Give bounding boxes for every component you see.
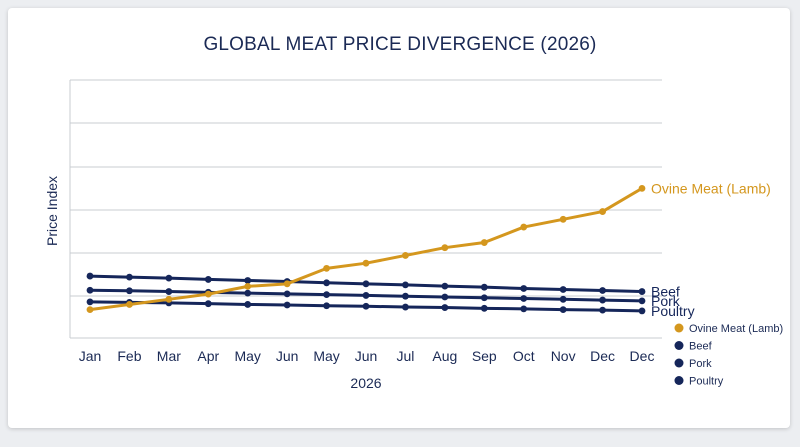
data-point: [86, 298, 94, 306]
series-pork: [86, 286, 646, 305]
data-point: [244, 289, 252, 297]
data-point: [520, 295, 528, 302]
data-point: [362, 292, 370, 299]
legend-marker: [674, 323, 684, 333]
data-point: [86, 272, 94, 280]
chart-title: GLOBAL MEAT PRICE DIVERGENCE (2026): [203, 34, 596, 55]
x-axis-title: 2026: [350, 375, 381, 391]
x-tick-label: Oct: [513, 348, 535, 364]
data-point: [402, 303, 409, 311]
data-point: [402, 292, 409, 300]
data-point: [244, 277, 252, 284]
data-point: [599, 208, 606, 215]
x-tick-label: Jun: [355, 348, 378, 364]
series-beef: [86, 272, 646, 295]
series-lines: [86, 184, 646, 315]
series-poultry: [86, 298, 646, 315]
data-point: [86, 306, 94, 314]
data-point: [480, 294, 488, 302]
legend-label: Ovine Meat (Lamb): [689, 323, 783, 335]
data-point: [244, 283, 252, 290]
data-point: [283, 280, 291, 288]
data-point: [638, 288, 646, 295]
data-point: [204, 290, 212, 298]
data-point: [283, 290, 291, 298]
data-point: [559, 295, 567, 303]
legend-marker: [674, 376, 684, 385]
data-point: [441, 282, 449, 290]
data-point: [559, 215, 567, 223]
data-point: [638, 307, 646, 315]
x-tick-label: May: [234, 348, 260, 364]
legend-label: Beef: [689, 341, 713, 353]
series-end-label: Ovine Meat (Lamb): [651, 180, 771, 196]
data-point: [165, 274, 173, 282]
x-tick-label: Mar: [157, 348, 181, 364]
data-point: [559, 286, 567, 293]
series-end-label: Pork: [651, 293, 681, 309]
data-point: [638, 184, 646, 192]
data-point: [323, 291, 330, 299]
data-point: [520, 285, 528, 292]
data-point: [480, 239, 488, 246]
data-point: [441, 304, 449, 311]
x-tick-label: Dec: [630, 348, 655, 364]
legend: Ovine Meat (Lamb) Beef Pork Poultry: [674, 323, 783, 388]
chart-card: [8, 8, 790, 428]
data-point: [599, 306, 606, 314]
data-point: [402, 252, 409, 259]
series-end-label: Poultry: [651, 303, 695, 319]
data-point: [126, 287, 133, 295]
data-point: [480, 283, 488, 291]
data-point: [204, 276, 212, 283]
x-tick-label: Apr: [197, 348, 219, 364]
data-point: [441, 293, 449, 301]
x-tick-label: Jul: [396, 348, 414, 364]
data-point: [638, 297, 646, 305]
y-axis-title: Price Index: [44, 176, 60, 246]
legend-marker: [674, 341, 684, 350]
x-tick-label: Dec: [590, 348, 615, 364]
legend-marker: [674, 358, 684, 368]
data-point: [126, 301, 133, 308]
x-tick-label: Feb: [117, 348, 141, 364]
data-point: [244, 301, 252, 308]
data-point: [323, 264, 330, 272]
data-point: [402, 281, 409, 289]
data-point: [599, 287, 606, 294]
x-tick-labels: Jan Feb Mar Apr May Jun May Jun Jul Aug Sep Oct Nov D…: [79, 348, 655, 364]
data-point: [520, 223, 528, 231]
data-point: [165, 288, 173, 295]
data-point: [165, 295, 173, 303]
series-end-label: Beef: [651, 284, 680, 300]
data-point: [480, 304, 488, 312]
data-point: [126, 273, 133, 281]
data-point: [362, 259, 370, 267]
data-point: [441, 244, 449, 252]
data-point: [283, 301, 291, 309]
x-tick-label: Aug: [432, 348, 457, 364]
data-point: [86, 286, 94, 294]
x-tick-label: Nov: [551, 348, 576, 364]
series-ovine-meat-lamb: [86, 184, 646, 314]
x-tick-label: Jan: [79, 348, 102, 364]
data-point: [362, 280, 370, 288]
data-point: [559, 306, 567, 314]
x-tick-label: Sep: [472, 348, 497, 364]
legend-label: Poultry: [689, 376, 724, 388]
data-point: [323, 302, 330, 310]
x-tick-label: May: [313, 348, 339, 364]
data-point: [520, 305, 528, 313]
data-point: [362, 302, 370, 310]
legend-label: Pork: [689, 358, 712, 370]
data-point: [204, 300, 212, 308]
x-tick-label: Jun: [276, 348, 299, 364]
data-point: [599, 296, 606, 304]
data-point: [323, 279, 330, 287]
